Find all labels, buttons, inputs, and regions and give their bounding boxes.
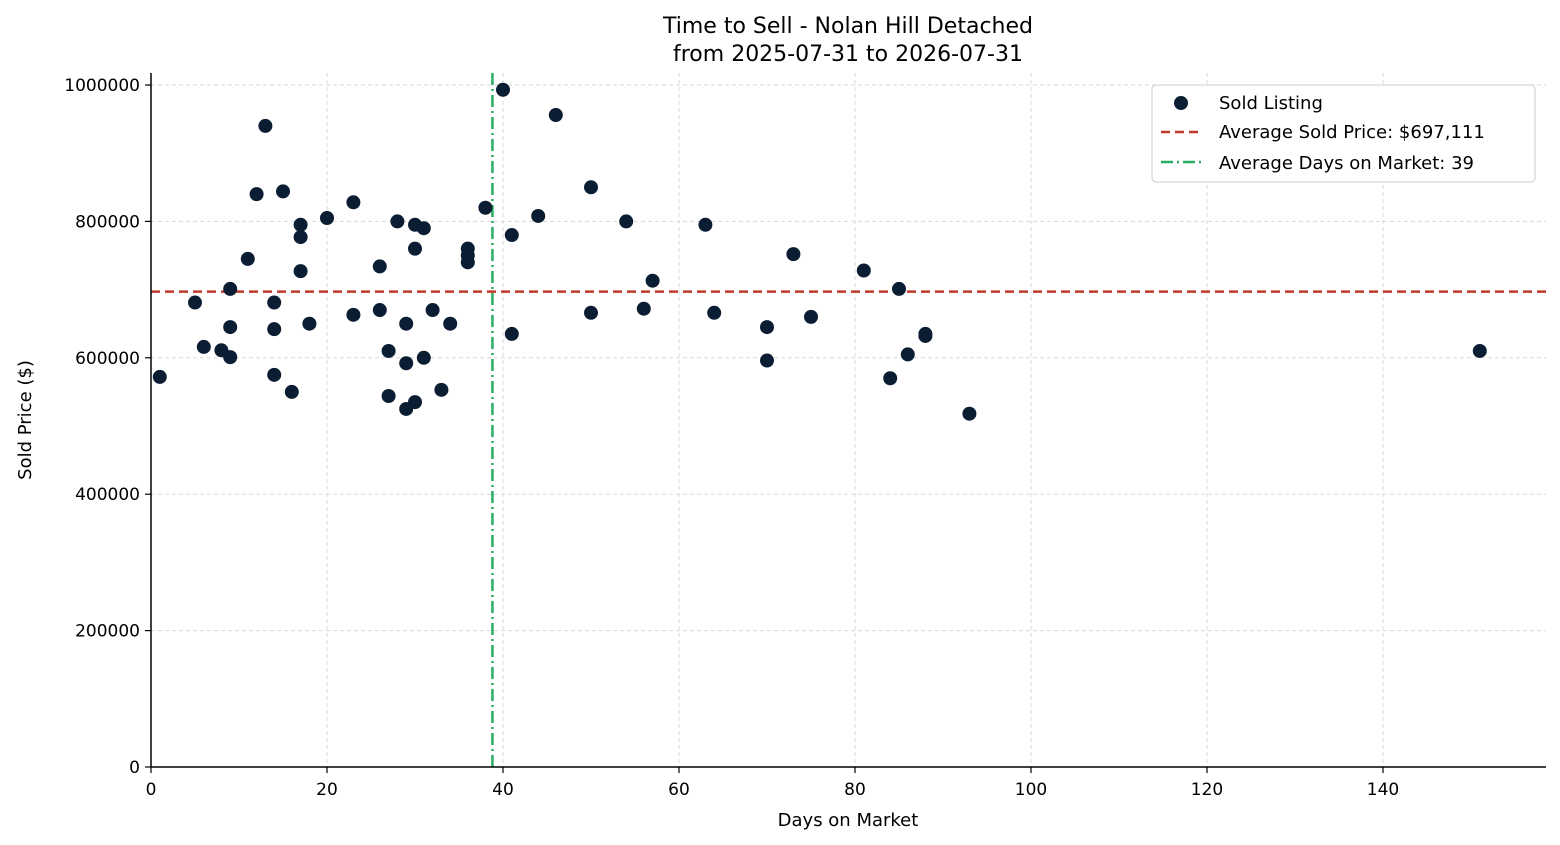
sold-listing-point — [760, 320, 774, 335]
legend-box — [1151, 84, 1536, 183]
sold-listing-point — [584, 180, 598, 195]
sold-listing-point — [707, 305, 722, 320]
sold-listing-point — [381, 388, 396, 403]
sold-listing-point — [636, 301, 651, 316]
sold-listing-point — [548, 108, 563, 123]
sold-listing-point — [786, 247, 801, 262]
chart-subtitle: from 2025-07-31 to 2026-07-31 — [673, 42, 1023, 67]
x-tick-label: 100 — [1015, 780, 1047, 800]
sold-listing-point — [258, 118, 273, 133]
sold-listing-point — [381, 343, 396, 358]
y-ticks-layer: 0 200000 400000 600000 800000 1000000 — [64, 76, 151, 778]
sold-listing-point — [478, 200, 493, 215]
y-tick-label: 800000 — [75, 212, 140, 232]
sold-listing-point — [372, 303, 387, 318]
x-tick-label: 20 — [316, 780, 338, 800]
sold-listing-point — [223, 281, 238, 296]
legend-label-avg-price: Average Sold Price: $697,111 — [1219, 122, 1485, 143]
sold-listing-point — [188, 295, 202, 310]
sold-listing-point — [249, 187, 264, 202]
sold-listing-point — [460, 255, 475, 270]
chart-title: Time to Sell - Nolan Hill Detached — [662, 14, 1033, 39]
sold-listing-point — [284, 384, 299, 399]
sold-listing-point — [346, 307, 361, 322]
sold-listing-point — [399, 356, 414, 371]
sold-listing-point — [892, 281, 906, 296]
y-tick-label: 400000 — [75, 485, 140, 505]
sold-listing-point — [267, 367, 282, 382]
legend-label-avg-days: Average Days on Market: 39 — [1219, 153, 1474, 174]
y-tick-label: 200000 — [75, 622, 140, 642]
sold-listing-point — [372, 259, 387, 274]
y-tick-label: 0 — [129, 758, 140, 778]
reference-lines-layer — [151, 73, 1546, 767]
sold-listing-point — [1472, 343, 1487, 358]
sold-listing-point — [504, 326, 519, 341]
x-tick-label: 0 — [146, 780, 157, 800]
sold-listing-point — [267, 295, 282, 310]
sold-listing-point — [390, 214, 405, 229]
sold-listing-point — [883, 371, 898, 386]
sold-listing-point — [408, 395, 422, 410]
sold-listing-point — [531, 208, 546, 223]
sold-listing-point — [856, 263, 871, 278]
sold-listing-point — [900, 347, 915, 362]
sold-listing-point — [196, 339, 211, 354]
sold-listing-point — [240, 251, 255, 266]
sold-listing-point — [399, 316, 414, 331]
x-axis-label: Days on Market — [778, 810, 919, 831]
legend-marker-sold — [1174, 96, 1188, 110]
x-tick-label: 120 — [1191, 780, 1223, 800]
sold-listing-point — [302, 316, 317, 331]
sold-listing-point — [962, 406, 977, 421]
sold-listing-point — [619, 214, 634, 229]
sold-listing-point — [425, 303, 440, 318]
sold-listing-point — [416, 350, 431, 365]
sold-listing-point — [504, 228, 519, 243]
sold-listing-point — [293, 264, 308, 279]
grid-layer — [151, 73, 1546, 767]
sold-listing-point — [223, 350, 238, 365]
x-tick-label: 80 — [844, 780, 866, 800]
sold-listing-point — [267, 322, 282, 337]
y-axis-label: Sold Price ($) — [15, 360, 36, 480]
legend-label-sold: Sold Listing — [1219, 93, 1323, 114]
sold-listing-point — [804, 309, 818, 324]
sold-listing-point — [443, 316, 458, 331]
y-tick-label: 1000000 — [64, 76, 140, 96]
sold-listing-point — [584, 305, 598, 320]
sold-listing-point — [276, 184, 290, 199]
sold-listing-point — [223, 320, 238, 335]
sold-listing-point — [293, 217, 308, 232]
sold-listing-point — [320, 210, 334, 225]
legend: Sold Listing Average Sold Price: $697,11… — [1151, 84, 1536, 183]
sold-listing-point — [346, 195, 361, 210]
x-tick-label: 40 — [492, 780, 514, 800]
sold-listing-point — [760, 353, 774, 368]
x-tick-label: 140 — [1367, 780, 1399, 800]
sold-listing-point — [496, 82, 510, 97]
x-tick-label: 60 — [668, 780, 690, 800]
x-ticks-layer: 0 20 40 60 80 100 120 140 — [146, 767, 1399, 800]
sold-listing-point — [918, 326, 933, 341]
y-tick-label: 600000 — [75, 349, 140, 369]
sold-listing-point — [152, 369, 167, 384]
sold-listing-point — [698, 217, 713, 232]
sold-listing-point — [416, 221, 431, 236]
data-points-layer — [152, 82, 1487, 421]
sold-listing-point — [408, 241, 422, 256]
sold-listing-point — [645, 273, 660, 288]
sold-listing-point — [293, 230, 308, 245]
sold-listing-point — [434, 382, 449, 397]
